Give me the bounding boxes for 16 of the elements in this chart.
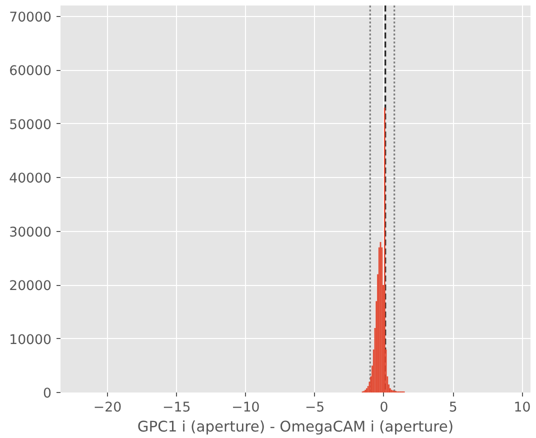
x-tick-label: 0 <box>380 400 388 416</box>
x-tick-label: 5 <box>448 400 458 416</box>
y-tick-label: 20000 <box>9 279 52 294</box>
x-tick-label: −15 <box>162 400 191 416</box>
y-tick-label: 0 <box>43 386 52 402</box>
x-axis-title: GPC1 i (aperture) - OmegaCAM i (aperture) <box>137 418 454 436</box>
y-tick-label: 50000 <box>9 118 52 133</box>
x-tick-label: −20 <box>93 400 122 416</box>
x-tick-label: −5 <box>305 400 325 416</box>
y-tick-label: 10000 <box>9 332 52 348</box>
y-tick-label: 70000 <box>9 10 52 26</box>
x-tick-label: −10 <box>232 400 260 416</box>
y-tick-label: 60000 <box>9 64 52 79</box>
x-tick-label: 10 <box>514 400 531 416</box>
y-tick-label: 30000 <box>9 225 52 240</box>
y-tick-label: 40000 <box>9 172 52 186</box>
